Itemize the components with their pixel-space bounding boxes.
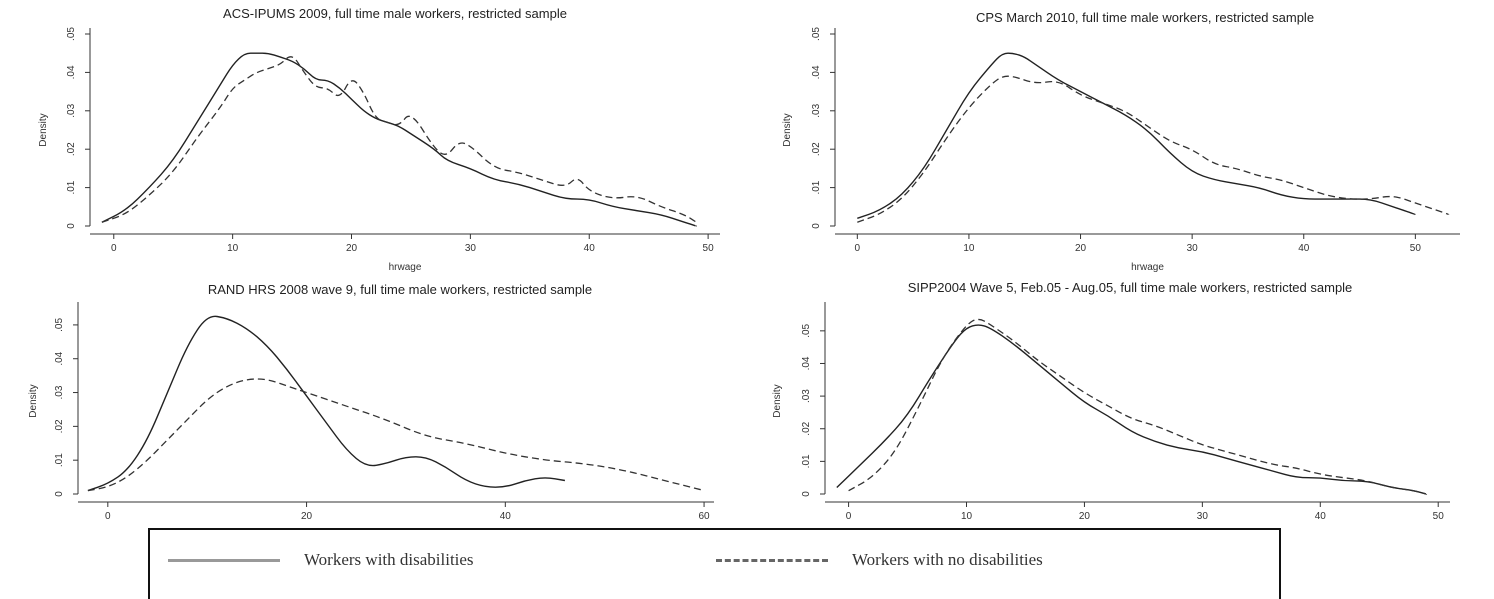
panel-sipp2004: SIPP2004 Wave 5, Feb.05 - Aug.05, full t… — [740, 278, 1494, 528]
series-line-no-disabilities — [857, 75, 1450, 223]
y-tick-label: .04 — [811, 65, 822, 79]
legend: Workers with disabilities Workers with n… — [148, 528, 1281, 599]
legend-solid-line-icon — [168, 558, 280, 562]
y-axis-label: Density — [772, 384, 783, 417]
x-tick-label: 0 — [111, 243, 117, 254]
y-tick-label: .04 — [66, 65, 77, 79]
chart-title: SIPP2004 Wave 5, Feb.05 - Aug.05, full t… — [908, 280, 1353, 295]
chart-title: RAND HRS 2008 wave 9, full time male wor… — [208, 282, 592, 297]
chart-acs-ipums: ACS-IPUMS 2009, full time male workers, … — [38, 6, 720, 273]
y-tick-label: .05 — [811, 27, 822, 41]
x-tick-label: 30 — [1197, 511, 1209, 522]
x-tick-label: 40 — [1298, 243, 1310, 254]
series-line-disabilities — [101, 52, 697, 227]
series-line-disabilities — [857, 52, 1417, 219]
legend-item-disabilities: Workers with disabilities — [168, 550, 474, 570]
panel-cps-march: CPS March 2010, full time male workers, … — [750, 0, 1494, 280]
x-tick-label: 50 — [1433, 511, 1445, 522]
legend-label-no-disabilities: Workers with no disabilities — [852, 550, 1043, 569]
x-tick-label: 10 — [227, 243, 239, 254]
y-tick-label: .03 — [801, 389, 812, 403]
legend-label-disabilities: Workers with disabilities — [304, 550, 474, 569]
y-tick-label: 0 — [801, 491, 812, 497]
y-tick-label: .05 — [801, 323, 812, 337]
chart-sipp2004: SIPP2004 Wave 5, Feb.05 - Aug.05, full t… — [772, 280, 1450, 522]
y-axis-label: Density — [782, 113, 793, 146]
panel-rand-hrs: RAND HRS 2008 wave 9, full time male wor… — [0, 278, 740, 528]
series-line-disabilities — [87, 315, 566, 492]
y-tick-label: .02 — [801, 421, 812, 435]
x-tick-label: 30 — [465, 243, 477, 254]
series-line-disabilities — [836, 324, 1428, 495]
legend-dashed-line-icon — [716, 558, 828, 562]
x-tick-label: 20 — [301, 511, 313, 522]
chart-cps-march: CPS March 2010, full time male workers, … — [782, 10, 1460, 273]
y-tick-label: .02 — [811, 142, 822, 156]
x-tick-label: 10 — [961, 511, 973, 522]
chart-title: CPS March 2010, full time male workers, … — [976, 10, 1314, 25]
y-tick-label: .02 — [54, 419, 65, 433]
x-axis-label: hrwage — [389, 262, 422, 273]
x-tick-label: 60 — [699, 511, 711, 522]
y-tick-label: .04 — [54, 351, 65, 365]
x-tick-label: 30 — [1187, 243, 1199, 254]
y-tick-label: 0 — [54, 491, 65, 497]
x-tick-label: 20 — [1075, 243, 1087, 254]
x-tick-label: 0 — [105, 511, 111, 522]
x-tick-label: 0 — [855, 243, 861, 254]
x-tick-label: 0 — [846, 511, 852, 522]
x-tick-label: 40 — [500, 511, 512, 522]
y-tick-label: .01 — [811, 180, 822, 194]
x-tick-label: 20 — [346, 243, 358, 254]
y-axis-label: Density — [38, 113, 49, 146]
x-tick-label: 50 — [1410, 243, 1422, 254]
x-tick-label: 40 — [584, 243, 596, 254]
x-tick-label: 10 — [963, 243, 975, 254]
y-tick-label: .03 — [811, 103, 822, 117]
y-tick-label: .05 — [54, 318, 65, 332]
legend-item-no-disabilities: Workers with no disabilities — [716, 550, 1043, 570]
y-tick-label: .03 — [54, 385, 65, 399]
y-tick-label: 0 — [811, 223, 822, 229]
x-axis-label: hrwage — [1131, 262, 1164, 273]
chart-rand-hrs: RAND HRS 2008 wave 9, full time male wor… — [28, 282, 714, 522]
series-line-no-disabilities — [848, 318, 1428, 495]
y-tick-label: .04 — [801, 356, 812, 370]
chart-title: ACS-IPUMS 2009, full time male workers, … — [223, 6, 567, 21]
y-tick-label: 0 — [66, 223, 77, 229]
y-tick-label: .03 — [66, 103, 77, 117]
y-tick-label: .01 — [801, 454, 812, 468]
y-tick-label: .05 — [66, 27, 77, 41]
series-line-no-disabilities — [87, 378, 705, 492]
y-tick-label: .01 — [54, 453, 65, 467]
panel-acs-ipums: ACS-IPUMS 2009, full time male workers, … — [0, 0, 740, 280]
series-line-no-disabilities — [101, 56, 697, 223]
y-tick-label: .01 — [66, 180, 77, 194]
x-tick-label: 50 — [703, 243, 715, 254]
y-axis-label: Density — [28, 384, 39, 417]
x-tick-label: 40 — [1315, 511, 1327, 522]
x-tick-label: 20 — [1079, 511, 1091, 522]
y-tick-label: .02 — [66, 142, 77, 156]
